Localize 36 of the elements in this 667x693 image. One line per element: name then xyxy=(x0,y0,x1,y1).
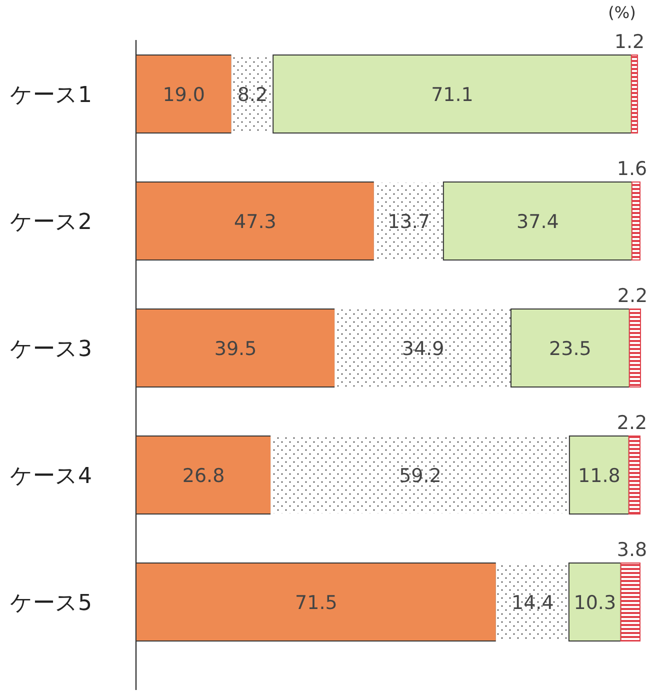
data-label: 1.6 xyxy=(616,158,648,180)
data-label: 19.0 xyxy=(162,84,206,106)
data-label: 71.5 xyxy=(295,592,338,614)
bar xyxy=(510,308,630,388)
data-label: 23.5 xyxy=(549,338,592,360)
data-label: 26.8 xyxy=(182,465,225,487)
bar xyxy=(630,54,638,134)
data-label: 37.4 xyxy=(516,211,559,233)
bar xyxy=(620,562,640,642)
data-label: 11.8 xyxy=(578,465,620,487)
y-tick-label: ケース1 xyxy=(10,83,92,108)
data-label: 39.5 xyxy=(214,338,257,360)
y-tick-label: ケース2 xyxy=(10,210,92,235)
bar xyxy=(272,54,632,134)
data-label: 1.2 xyxy=(614,31,645,53)
bar xyxy=(628,308,642,388)
bar xyxy=(442,182,632,260)
bar xyxy=(568,436,630,514)
data-label: 59.2 xyxy=(399,465,442,487)
data-label: 10.3 xyxy=(574,592,616,614)
y-tick-label: ケース5 xyxy=(10,591,92,616)
bar xyxy=(568,562,622,642)
y-tick-label: ケース4 xyxy=(10,464,92,489)
bar xyxy=(631,182,640,260)
data-label: 8.2 xyxy=(237,84,268,106)
data-label: 13.7 xyxy=(388,211,430,233)
y-tick-label: ケース3 xyxy=(10,337,92,362)
data-label: 2.2 xyxy=(617,285,648,307)
data-label: 2.2 xyxy=(616,412,648,434)
x-axis-title: (%) xyxy=(608,3,636,22)
data-label: 14.4 xyxy=(511,592,554,614)
bar xyxy=(628,436,640,514)
data-label: 34.9 xyxy=(402,338,444,360)
data-label: 47.3 xyxy=(234,211,276,233)
data-label: 71.1 xyxy=(431,84,474,106)
data-label: 3.8 xyxy=(616,539,648,561)
